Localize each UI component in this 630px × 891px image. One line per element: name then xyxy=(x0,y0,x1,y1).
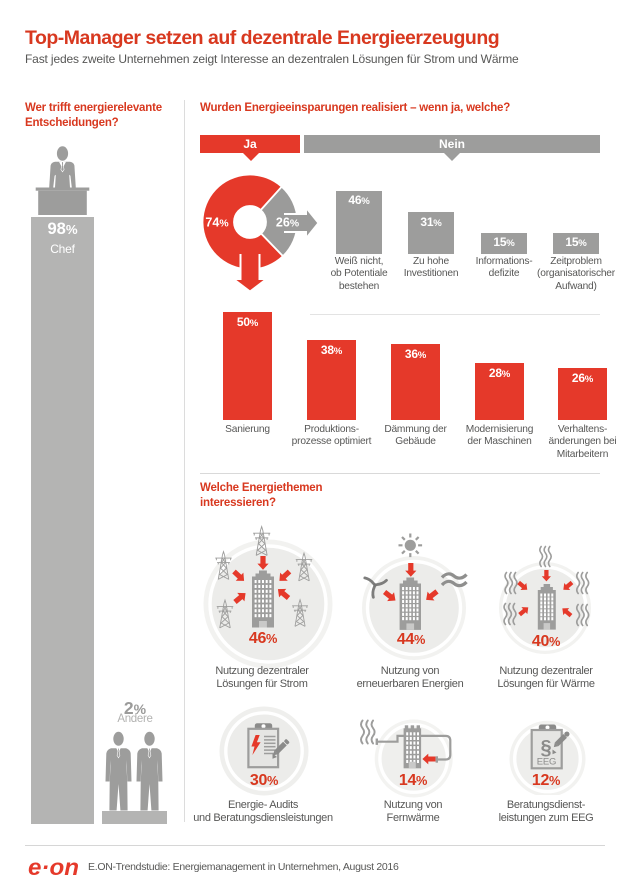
svg-text:e·on: e·on xyxy=(28,855,79,880)
svg-text:26%: 26% xyxy=(276,216,299,230)
svg-text:EEG: EEG xyxy=(537,757,556,768)
svg-text:§: § xyxy=(540,737,551,759)
svg-text:74%: 74% xyxy=(205,216,228,230)
